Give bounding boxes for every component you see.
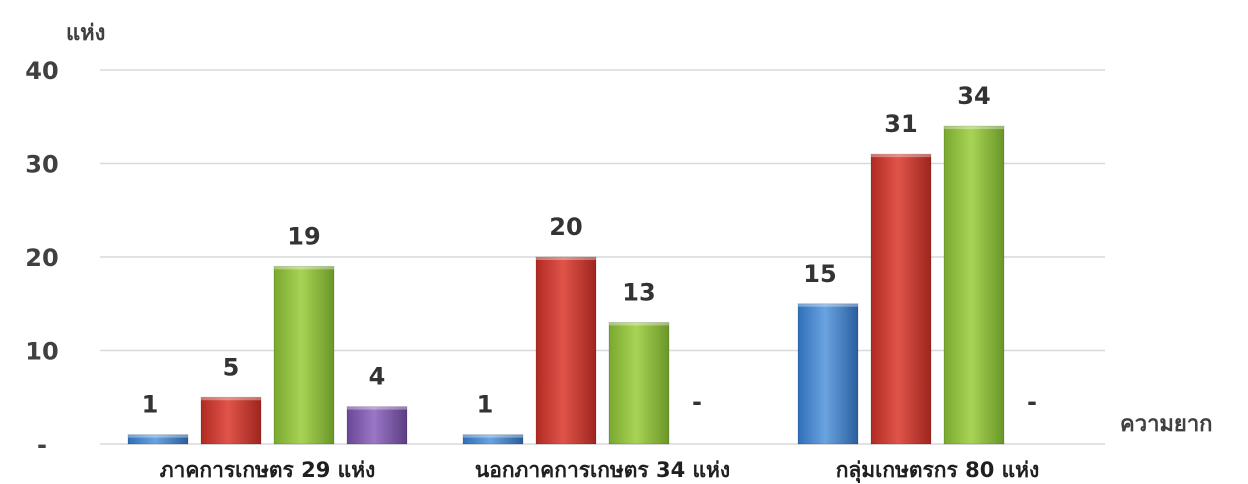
data-label: 1 xyxy=(142,391,159,419)
data-label: 34 xyxy=(957,82,990,110)
bar xyxy=(200,396,262,445)
bar-highlight xyxy=(347,406,407,410)
bar xyxy=(797,303,859,445)
y-tick-label: 30 xyxy=(25,151,58,179)
bar-highlight xyxy=(798,303,858,307)
bar-highlight xyxy=(944,126,1004,130)
y-tick-label: 20 xyxy=(25,244,58,272)
y-tick-label: 40 xyxy=(25,57,58,85)
y-tick-label: 10 xyxy=(25,338,58,366)
bars xyxy=(127,125,1005,445)
bar xyxy=(127,434,189,445)
bar-highlight xyxy=(536,257,596,260)
y-axis-ticks: - 10 20 30 40 xyxy=(25,57,58,459)
bar xyxy=(870,153,932,445)
data-label: 4 xyxy=(369,363,386,391)
data-label: - xyxy=(1027,388,1037,416)
y-axis-title: แห่ง xyxy=(66,21,105,46)
bar xyxy=(346,406,408,445)
data-label: 1 xyxy=(477,391,494,419)
bar-highlight xyxy=(201,397,261,401)
data-label: 5 xyxy=(223,353,240,381)
bar-highlight xyxy=(128,434,188,438)
bar-highlight xyxy=(463,434,523,438)
data-label: 31 xyxy=(884,110,917,138)
bar-highlight xyxy=(274,266,334,270)
x-axis-categories: ภาคการเกษตร 29 แห่ง นอกภาคการเกษตร 34 แห่… xyxy=(160,458,1040,484)
category-label: นอกภาคการเกษตร 34 แห่ง xyxy=(475,458,730,482)
bar-highlight xyxy=(871,154,931,158)
bar xyxy=(535,256,597,445)
x-axis-title: ความยาก xyxy=(1120,412,1213,437)
bar xyxy=(273,265,335,445)
category-label: ภาคการเกษตร 29 แห่ง xyxy=(160,458,376,482)
bar xyxy=(462,434,524,445)
y-tick-label: - xyxy=(37,431,47,459)
data-label: - xyxy=(692,388,702,416)
data-label: 19 xyxy=(287,222,320,250)
gridlines xyxy=(100,69,1105,445)
bar xyxy=(608,321,670,445)
bar xyxy=(943,125,1005,445)
category-label: กลุ่มเกษตรกร 80 แห่ง xyxy=(836,458,1040,484)
data-label: 20 xyxy=(549,213,582,241)
data-label: 13 xyxy=(622,278,655,306)
bar-highlight xyxy=(609,322,669,326)
data-label: 15 xyxy=(803,260,836,288)
